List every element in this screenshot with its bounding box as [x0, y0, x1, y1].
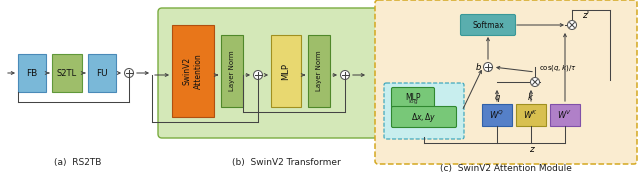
Text: Layer Norm: Layer Norm	[316, 51, 322, 91]
Text: log: log	[408, 98, 418, 103]
Text: Softmax: Softmax	[472, 21, 504, 30]
Circle shape	[253, 71, 262, 79]
Circle shape	[125, 69, 134, 78]
FancyBboxPatch shape	[392, 107, 456, 127]
Circle shape	[483, 62, 493, 71]
Text: MLP: MLP	[282, 62, 291, 79]
FancyBboxPatch shape	[375, 0, 637, 164]
FancyBboxPatch shape	[461, 14, 515, 35]
Text: $W^K$: $W^K$	[524, 109, 539, 121]
Text: q: q	[494, 93, 500, 103]
FancyBboxPatch shape	[308, 35, 330, 107]
Text: $W^V$: $W^V$	[557, 109, 573, 121]
FancyBboxPatch shape	[88, 54, 116, 92]
Text: cos$(q,k)$/$\tau$: cos$(q,k)$/$\tau$	[539, 63, 577, 73]
Text: (c)  SwinV2 Attention Module: (c) SwinV2 Attention Module	[440, 163, 572, 173]
Text: z: z	[529, 146, 533, 154]
Text: FU: FU	[96, 69, 108, 78]
Text: S2TL: S2TL	[57, 69, 77, 78]
Text: MLP: MLP	[405, 93, 420, 103]
Text: SwinV2
Attention: SwinV2 Attention	[183, 53, 203, 89]
FancyBboxPatch shape	[52, 54, 82, 92]
Text: Layer Norm: Layer Norm	[229, 51, 235, 91]
FancyBboxPatch shape	[392, 88, 435, 108]
Text: FB: FB	[26, 69, 38, 78]
FancyBboxPatch shape	[172, 25, 214, 117]
FancyBboxPatch shape	[516, 104, 546, 126]
Circle shape	[531, 78, 540, 86]
FancyBboxPatch shape	[221, 35, 243, 107]
Text: (b)  SwinV2 Transformer: (b) SwinV2 Transformer	[232, 158, 340, 168]
FancyBboxPatch shape	[158, 8, 414, 138]
FancyBboxPatch shape	[18, 54, 46, 92]
FancyBboxPatch shape	[550, 104, 580, 126]
Text: (a)  RS2TB: (a) RS2TB	[54, 158, 102, 168]
Text: $\Delta x,\Delta y$: $\Delta x,\Delta y$	[412, 110, 436, 124]
FancyBboxPatch shape	[271, 35, 301, 107]
Text: k: k	[527, 93, 532, 103]
Text: z': z'	[582, 11, 589, 21]
Circle shape	[340, 71, 349, 79]
Text: b: b	[476, 64, 481, 72]
FancyBboxPatch shape	[482, 104, 512, 126]
Circle shape	[568, 21, 577, 30]
FancyBboxPatch shape	[384, 83, 464, 139]
Text: $W^Q$: $W^Q$	[490, 109, 505, 121]
